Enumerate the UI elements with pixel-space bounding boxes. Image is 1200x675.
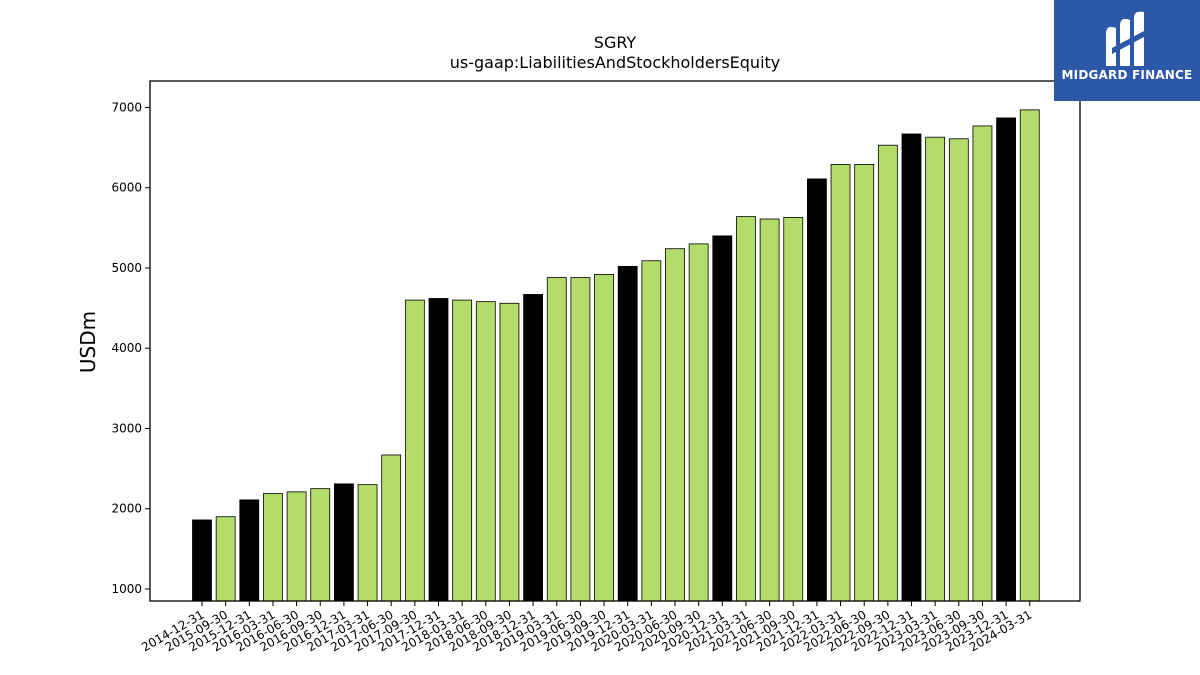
bar-2015-09-30 [215,516,236,602]
chart-subtitle: us-gaap:LiabilitiesAndStockholdersEquity [450,53,781,72]
y-tick-label: 4000 [111,341,142,355]
bar-2016-09-30 [310,488,331,602]
y-tick-label: 1000 [111,582,142,596]
y-tick-label: 3000 [111,421,142,435]
bar-2022-03-31 [830,164,851,602]
bar-2022-09-30 [877,144,898,602]
bar-2017-06-30 [381,454,402,602]
bar-2023-06-30 [948,138,969,602]
bar-2021-12-31 [807,178,827,602]
bar-2015-12-31 [239,499,260,602]
bar-2017-09-30 [404,299,425,602]
bar-2018-03-31 [452,299,473,602]
bar-2019-06-30 [570,277,591,602]
bar-2016-12-31 [333,483,354,602]
bar-2017-12-31 [428,298,449,602]
y-axis-label: USDm [76,311,100,373]
bar-2018-06-30 [475,301,496,602]
bar-2024-03-31 [1019,109,1040,602]
chart-title: SGRY [594,33,637,52]
logo-text: MIDGARD FINANCE [1061,68,1193,82]
bar-2019-12-31 [617,265,638,602]
bar-2018-12-31 [523,294,543,602]
bar-2021-03-31 [736,216,756,602]
bar-2014-12-31 [192,519,212,602]
bar-2020-03-31 [641,260,662,602]
x-axis: 2014-12-312015-09-302015-12-312016-03-31… [139,601,1034,654]
bar-2018-09-30 [499,302,520,602]
bar-2022-12-31 [901,133,922,602]
plot-frame [149,80,1081,602]
logo-mark-icon [1106,11,1146,67]
brand-logo: MIDGARD FINANCE [1054,0,1200,101]
bar-2017-03-31 [357,484,378,602]
bar-2020-12-31 [712,235,733,602]
bar-2019-09-30 [594,273,614,602]
y-tick-label: 2000 [111,502,142,516]
bars-group [192,109,1040,602]
y-tick-label: 6000 [111,181,142,195]
bar-2023-03-31 [925,136,946,602]
bar-2023-09-30 [972,125,993,602]
y-tick-label: 7000 [111,100,142,114]
bar-2016-03-31 [263,493,283,602]
bar-2020-09-30 [688,243,709,602]
bar-2021-09-30 [783,217,804,602]
bar-2021-06-30 [759,218,780,602]
y-tick-label: 5000 [111,261,142,275]
bar-2016-06-30 [286,491,307,602]
bar-2019-03-31 [546,277,567,602]
bar-2020-06-30 [665,248,685,602]
bar-2023-12-31 [996,117,1016,602]
y-axis: 1000 2000 3000 4000 5000 6000 7000 [111,100,150,596]
bar-2022-06-30 [854,164,875,602]
